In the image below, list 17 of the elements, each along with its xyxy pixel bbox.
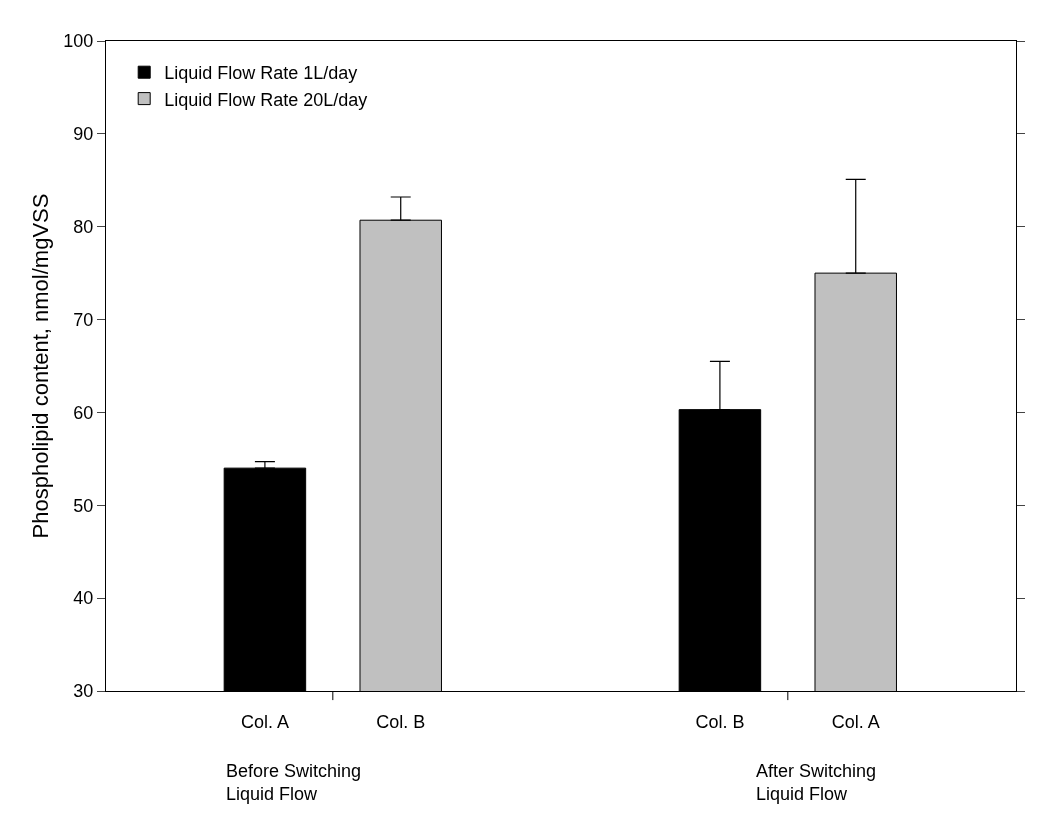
x-tick-label: Col. A — [831, 711, 880, 732]
y-tick-label: 50 — [73, 495, 94, 516]
y-tick-label: 60 — [73, 402, 94, 423]
legend-label: Liquid Flow Rate 20L/day — [164, 89, 368, 110]
x-tick-label: Col. B — [376, 711, 426, 732]
text: Before Switching Liquid Flow — [226, 761, 362, 805]
y-tick-label: 40 — [73, 588, 94, 609]
y-tick-label: 30 — [73, 681, 94, 702]
text: After Switching Liquid Flow — [756, 761, 877, 805]
y-axis-title: Phospholipid content, nmol/mgVSS — [28, 193, 54, 539]
y-tick-label: 70 — [73, 309, 94, 330]
legend-label: Liquid Flow Rate 1L/day — [164, 63, 358, 84]
x-tick-label: Col. A — [240, 711, 289, 732]
x-tick-label: Col. B — [695, 711, 745, 732]
y-tick-label: 90 — [73, 124, 94, 145]
y-tick-label: 100 — [63, 31, 94, 52]
y-tick-label: 80 — [73, 217, 94, 238]
